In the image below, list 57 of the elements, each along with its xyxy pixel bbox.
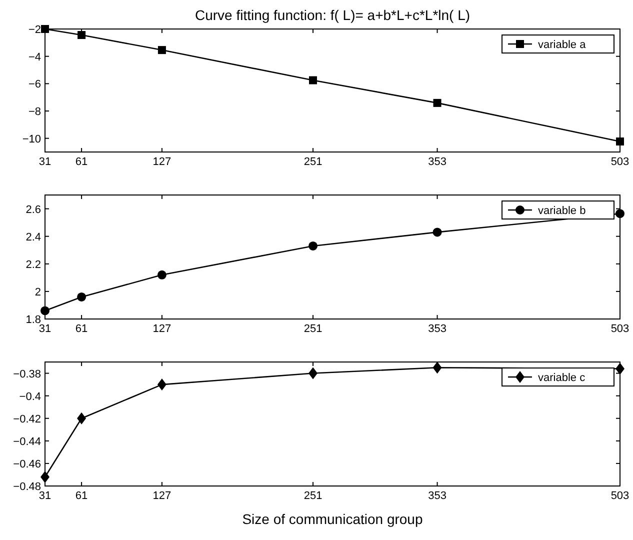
point — [78, 31, 86, 40]
x-tick-label: 61 — [75, 490, 88, 502]
point — [40, 470, 50, 483]
point — [40, 306, 50, 316]
x-tick-label: 31 — [38, 156, 52, 168]
y-tick-label: −0.38 — [13, 368, 41, 380]
x-tick-label: 503 — [610, 156, 630, 168]
point — [432, 228, 442, 237]
x-tick-label: 127 — [152, 156, 172, 168]
y-tick-label: −0.44 — [13, 436, 41, 448]
x-tick-label: 127 — [152, 490, 172, 502]
y-tick-label: 2.4 — [26, 231, 41, 244]
point — [433, 98, 442, 107]
x-tick-label: 31 — [38, 323, 52, 335]
x-axis-title: Size of communication group — [242, 511, 423, 527]
legend-label: variable c — [538, 372, 586, 384]
x-tick-label: 353 — [428, 323, 446, 335]
point — [157, 378, 166, 391]
point — [41, 25, 49, 33]
legend-label: variable b — [538, 205, 586, 217]
chart-title: Curve fitting function: f( L)= a+b*L+c*L*ln( L) — [194, 7, 470, 23]
x-tick-label: 251 — [304, 490, 322, 502]
y-tick-label: −6 — [28, 78, 41, 91]
y-tick-label: −8 — [28, 106, 41, 118]
x-tick-label: 251 — [304, 156, 322, 168]
x-tick-label: 61 — [75, 156, 88, 168]
point — [308, 241, 318, 250]
y-tick-label: 2 — [34, 286, 41, 298]
point — [616, 362, 624, 375]
point — [158, 46, 166, 54]
point — [616, 137, 624, 146]
y-tick-label: −0.46 — [13, 458, 41, 470]
x-tick-label: 353 — [428, 156, 446, 168]
y-tick-label: −2 — [28, 24, 41, 36]
x-tick-label: 127 — [152, 323, 172, 335]
x-tick-label: 353 — [428, 490, 446, 502]
x-tick-label: 61 — [75, 323, 88, 335]
point — [616, 209, 624, 218]
y-tick-label: −10 — [22, 133, 41, 146]
y-tick-label: 1.8 — [26, 314, 41, 326]
y-tick-label: 2.6 — [26, 204, 41, 216]
point — [77, 292, 86, 302]
point — [432, 362, 442, 374]
legend-label: variable a — [538, 39, 587, 51]
y-tick-label: −0.48 — [13, 481, 41, 493]
point — [157, 270, 166, 280]
point — [309, 76, 318, 84]
point — [308, 367, 318, 380]
y-tick-label: −4 — [28, 51, 41, 64]
x-tick-label: 503 — [610, 323, 630, 335]
x-tick-label: 31 — [38, 490, 52, 502]
x-tick-label: 503 — [610, 490, 630, 502]
point — [77, 412, 86, 424]
x-tick-label: 251 — [304, 323, 322, 335]
y-tick-label: −0.4 — [19, 390, 41, 403]
y-tick-label: −0.42 — [13, 413, 41, 426]
y-tick-label: 2.2 — [26, 258, 41, 271]
